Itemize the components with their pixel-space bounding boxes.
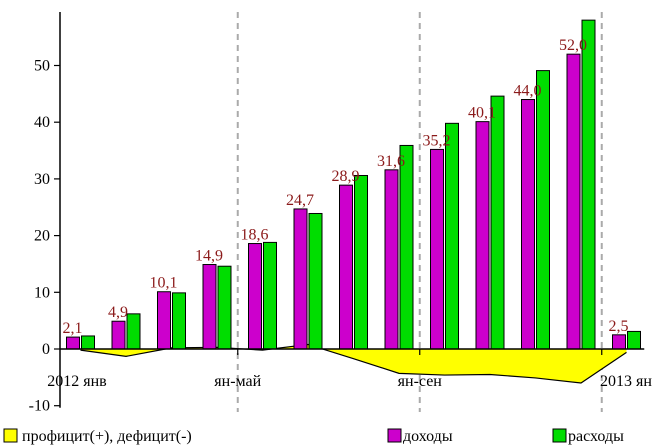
expense-bar bbox=[491, 96, 504, 349]
income-data-label: 44,0 bbox=[514, 83, 542, 100]
income-bar bbox=[522, 100, 535, 349]
income-data-label: 14,9 bbox=[195, 248, 223, 265]
income-bar bbox=[567, 54, 580, 349]
income-data-label: 2,1 bbox=[63, 320, 83, 337]
income-bar bbox=[294, 209, 307, 349]
income-data-label: 35,2 bbox=[423, 132, 451, 149]
income-bar bbox=[385, 170, 398, 349]
income-data-label: 2,5 bbox=[609, 318, 629, 335]
income-bar bbox=[249, 244, 262, 349]
expense-bar bbox=[582, 20, 595, 349]
legend-swatch-income bbox=[388, 429, 401, 442]
expense-bar bbox=[173, 293, 186, 349]
expense-bar bbox=[82, 336, 95, 349]
y-tick-label: -10 bbox=[29, 398, 50, 415]
x-tick-label: 2013 ян bbox=[600, 373, 652, 390]
x-tick-label: ян-сен bbox=[398, 373, 443, 390]
y-tick-label: 20 bbox=[34, 228, 50, 245]
income-bar bbox=[158, 292, 171, 349]
expense-bar bbox=[628, 331, 641, 349]
income-data-label: 52,0 bbox=[559, 37, 587, 54]
y-tick-label: 0 bbox=[42, 341, 50, 358]
legend-label-income: доходы bbox=[403, 428, 453, 445]
expense-bar bbox=[218, 266, 231, 349]
legend-swatch-expenses bbox=[553, 429, 566, 442]
income-data-label: 28,9 bbox=[332, 168, 360, 185]
y-tick-label: 40 bbox=[34, 114, 50, 131]
income-bar bbox=[431, 149, 444, 349]
income-bar bbox=[112, 321, 125, 349]
legend: профицит(+), дефицит(-) доходы расходы bbox=[4, 428, 624, 445]
income-data-label: 40,1 bbox=[468, 105, 496, 122]
income-data-label: 24,7 bbox=[286, 192, 314, 209]
income-bar bbox=[203, 265, 216, 349]
income-bar bbox=[476, 122, 489, 349]
income-bar bbox=[340, 185, 353, 349]
expense-bar bbox=[264, 242, 277, 349]
expense-bar bbox=[446, 123, 459, 349]
balance-area bbox=[81, 344, 627, 383]
income-data-label: 18,6 bbox=[241, 227, 269, 244]
y-tick-label: 50 bbox=[34, 58, 50, 75]
y-tick-label: 10 bbox=[34, 284, 50, 301]
expense-bar bbox=[127, 314, 140, 349]
expense-bar bbox=[309, 213, 322, 349]
x-tick-label: ян-май bbox=[214, 373, 261, 390]
legend-label-expenses: расходы bbox=[568, 428, 624, 445]
income-bar bbox=[67, 337, 80, 349]
legend-label-balance: профицит(+), дефицит(-) bbox=[22, 428, 192, 445]
income-data-label: 4,9 bbox=[108, 304, 128, 321]
x-tick-label: 2012 янв bbox=[47, 373, 107, 390]
income-bar bbox=[613, 335, 626, 349]
legend-swatch-balance bbox=[4, 429, 17, 442]
expense-bar bbox=[400, 145, 413, 349]
income-data-label: 31,6 bbox=[377, 153, 405, 170]
y-tick-label: 30 bbox=[34, 171, 50, 188]
expense-bar bbox=[355, 175, 368, 349]
balance-area-fill bbox=[81, 344, 627, 383]
income-data-label: 10,1 bbox=[150, 275, 178, 292]
expense-bar bbox=[537, 71, 550, 349]
